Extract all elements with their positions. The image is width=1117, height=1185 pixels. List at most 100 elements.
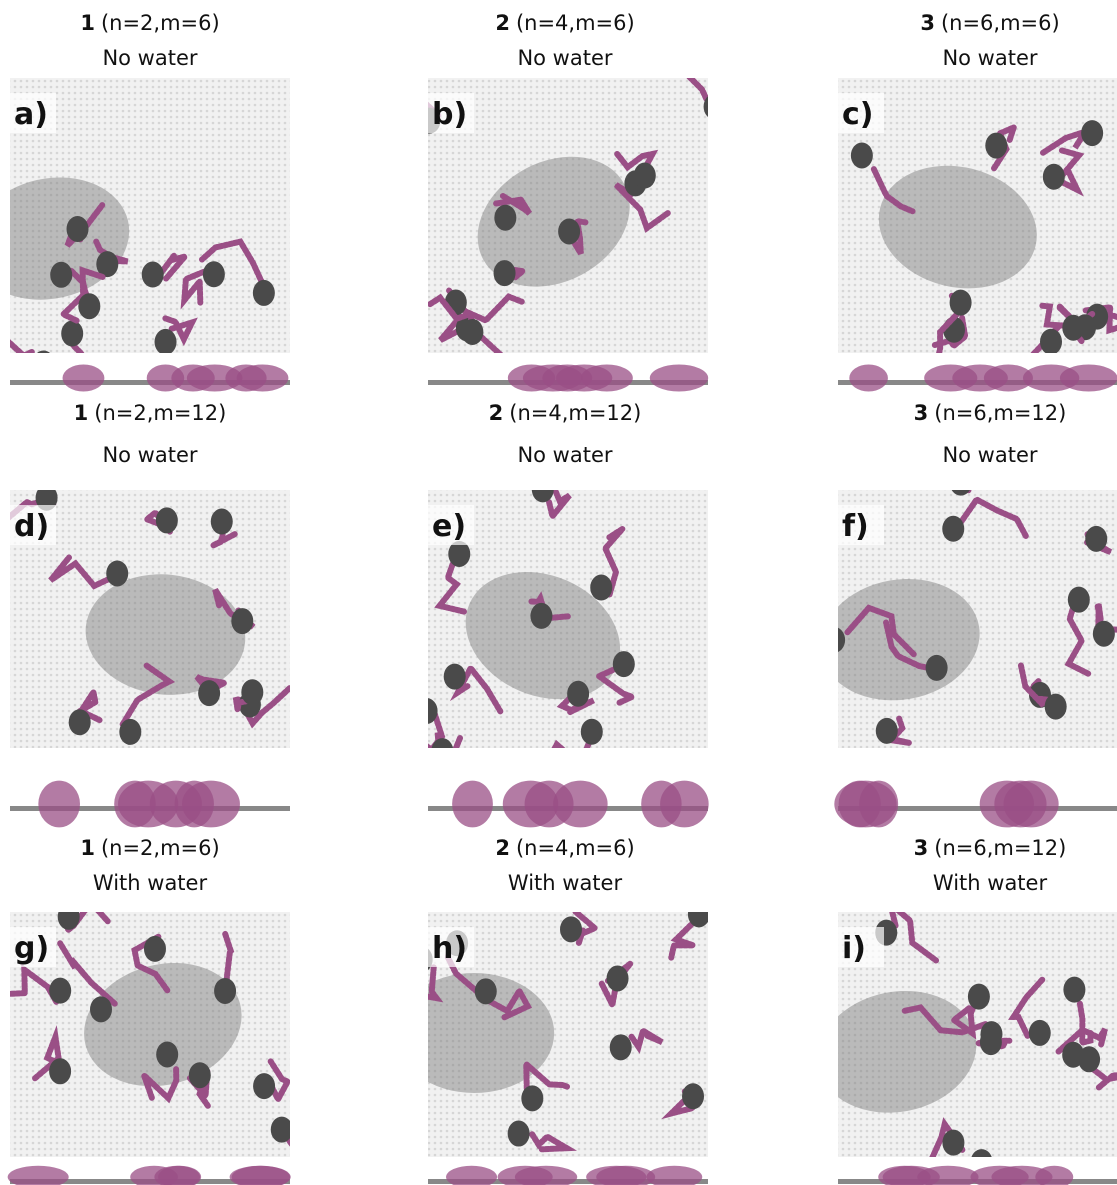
head-group bbox=[49, 978, 71, 1004]
head-group bbox=[50, 262, 72, 288]
condition: No water bbox=[517, 46, 612, 70]
condition: No water bbox=[942, 443, 1037, 467]
panel-title: 2(n=4,m=6) bbox=[495, 11, 634, 35]
simulation-image: g) bbox=[7, 903, 314, 1157]
head-group bbox=[851, 142, 873, 168]
condition: With water bbox=[933, 871, 1048, 895]
head-group bbox=[67, 216, 89, 242]
head-group bbox=[1029, 1020, 1051, 1046]
side-aggregate bbox=[556, 365, 612, 392]
side-aggregate bbox=[452, 781, 493, 828]
panel-label: g) bbox=[14, 931, 49, 966]
head-group bbox=[144, 936, 166, 962]
head-group bbox=[203, 261, 225, 287]
side-aggregate bbox=[147, 365, 184, 392]
head-group bbox=[69, 709, 91, 735]
side-aggregate bbox=[8, 1166, 69, 1185]
head-group bbox=[156, 507, 178, 533]
side-view bbox=[10, 365, 290, 392]
head-group bbox=[968, 984, 990, 1010]
head-group bbox=[1045, 694, 1067, 720]
panel-title: 3(n=6,m=12) bbox=[914, 836, 1067, 860]
side-aggregate bbox=[650, 365, 708, 392]
side-aggregate bbox=[175, 781, 214, 828]
simulation-image: b) bbox=[386, 44, 725, 357]
panel-label: d) bbox=[14, 509, 49, 544]
head-group bbox=[1068, 587, 1090, 613]
panel-label: f) bbox=[842, 509, 869, 544]
head-group bbox=[33, 351, 55, 377]
head-group bbox=[211, 509, 233, 535]
side-view bbox=[428, 365, 708, 392]
simulation-image: c) bbox=[838, 78, 1117, 368]
head-group bbox=[253, 1073, 275, 1099]
side-view bbox=[10, 781, 290, 828]
panel-label: h) bbox=[432, 931, 467, 966]
head-group bbox=[156, 1041, 178, 1067]
side-view bbox=[834, 781, 1117, 828]
compound-number: 2 bbox=[489, 401, 504, 425]
head-group bbox=[1062, 1042, 1084, 1068]
head-group bbox=[241, 679, 263, 705]
head-group bbox=[532, 476, 554, 502]
head-group bbox=[49, 1058, 71, 1084]
params: (n=6,m=6) bbox=[941, 11, 1060, 35]
head-group bbox=[1043, 164, 1065, 190]
head-group bbox=[610, 1034, 632, 1060]
condition: No water bbox=[517, 443, 612, 467]
head-group bbox=[189, 1062, 211, 1088]
head-group bbox=[155, 329, 177, 355]
head-group bbox=[823, 627, 845, 653]
head-group bbox=[876, 718, 898, 744]
compound-number: 1 bbox=[80, 11, 95, 35]
compound-number: 3 bbox=[920, 11, 935, 35]
side-aggregate bbox=[859, 781, 898, 828]
params: (n=6,m=12) bbox=[934, 836, 1066, 860]
side-aggregate bbox=[446, 1166, 497, 1185]
params: (n=6,m=12) bbox=[934, 401, 1066, 425]
simulation-image: e) bbox=[416, 476, 708, 773]
side-view bbox=[8, 1166, 291, 1185]
compound-number: 3 bbox=[914, 836, 929, 860]
simulation-image: d) bbox=[7, 485, 291, 748]
side-aggregate bbox=[1060, 365, 1117, 392]
side-view bbox=[838, 1166, 1117, 1185]
head-group bbox=[1093, 621, 1115, 647]
head-group bbox=[704, 94, 726, 120]
side-view bbox=[838, 365, 1117, 392]
panel-title: 1(n=2,m=6) bbox=[80, 11, 219, 35]
head-group bbox=[475, 978, 497, 1004]
head-group bbox=[530, 603, 552, 629]
head-group bbox=[508, 1121, 530, 1147]
head-group bbox=[61, 321, 83, 347]
simulation-image: h) bbox=[394, 901, 710, 1157]
side-aggregate bbox=[38, 781, 80, 828]
params: (n=2,m=6) bbox=[101, 836, 220, 860]
panel-label: i) bbox=[842, 931, 866, 966]
head-group bbox=[90, 996, 112, 1022]
panel-label: e) bbox=[432, 509, 466, 544]
compound-number: 3 bbox=[914, 401, 929, 425]
panel-label: c) bbox=[842, 97, 874, 132]
head-group bbox=[106, 560, 128, 586]
panel-title: 2(n=4,m=12) bbox=[489, 401, 642, 425]
head-group bbox=[1040, 329, 1062, 355]
side-aggregate bbox=[660, 781, 709, 828]
head-group bbox=[444, 664, 466, 690]
condition: With water bbox=[508, 871, 623, 895]
head-group bbox=[980, 1029, 1002, 1055]
head-group bbox=[590, 575, 612, 601]
head-group bbox=[253, 280, 275, 306]
panel-title: 3(n=6,m=6) bbox=[920, 11, 1059, 35]
head-group bbox=[78, 293, 100, 319]
head-group bbox=[942, 1130, 964, 1156]
head-group bbox=[461, 319, 483, 345]
panel-title: 1(n=2,m=12) bbox=[74, 401, 227, 425]
head-group bbox=[1062, 315, 1084, 341]
head-group bbox=[950, 290, 972, 316]
side-aggregate bbox=[230, 1166, 291, 1185]
figure: 1(n=2,m=6)No watera)2(n=4,m=6)No waterb)… bbox=[0, 0, 1117, 1185]
head-group bbox=[1085, 526, 1107, 552]
side-aggregate bbox=[187, 365, 243, 392]
head-group bbox=[926, 655, 948, 681]
